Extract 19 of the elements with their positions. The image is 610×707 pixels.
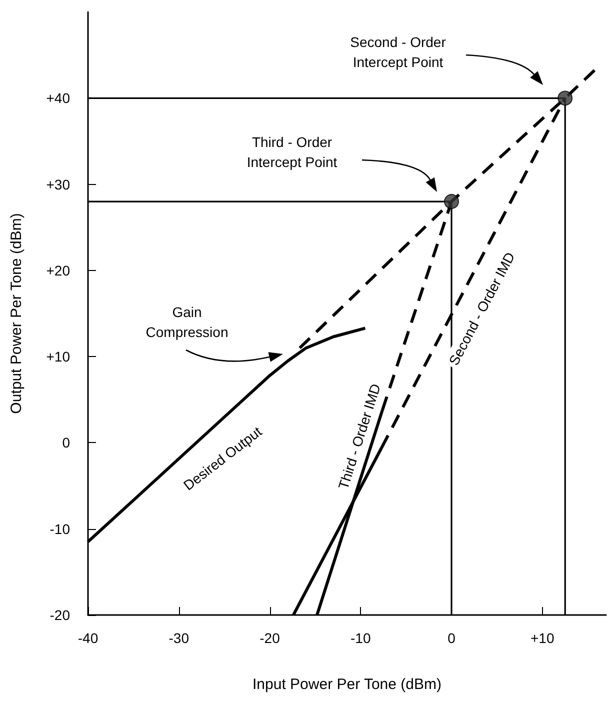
y-axis-title: Output Power Per Tone (dBm) [8, 213, 25, 414]
y-tick-label: 0 [62, 434, 70, 451]
y-tick-label: -20 [50, 607, 70, 623]
x-axis-title: Input Power Per Tone (dBm) [252, 676, 442, 693]
annotation: Third - Order Intercept Point [246, 134, 338, 170]
y-tick-label: +30 [46, 176, 70, 192]
y-tick-label: +20 [46, 262, 70, 278]
text: Third - Order IMD [335, 382, 384, 492]
x-tick-label: -20 [260, 630, 280, 646]
x-tick-label: -30 [168, 630, 190, 646]
x-tick-label: -10 [350, 630, 371, 646]
x-tick-label: 0 [448, 630, 456, 646]
y-tick-label: -10 [50, 520, 70, 537]
annotation: Second - Order Intercept Point [350, 34, 446, 70]
annotation: Gain Compression [146, 304, 228, 340]
y-tick-label: +10 [46, 348, 70, 365]
x-tick-label: +10 [530, 630, 554, 646]
x-tick-label: -40 [78, 630, 98, 646]
y-tick-label: +40 [46, 90, 70, 106]
